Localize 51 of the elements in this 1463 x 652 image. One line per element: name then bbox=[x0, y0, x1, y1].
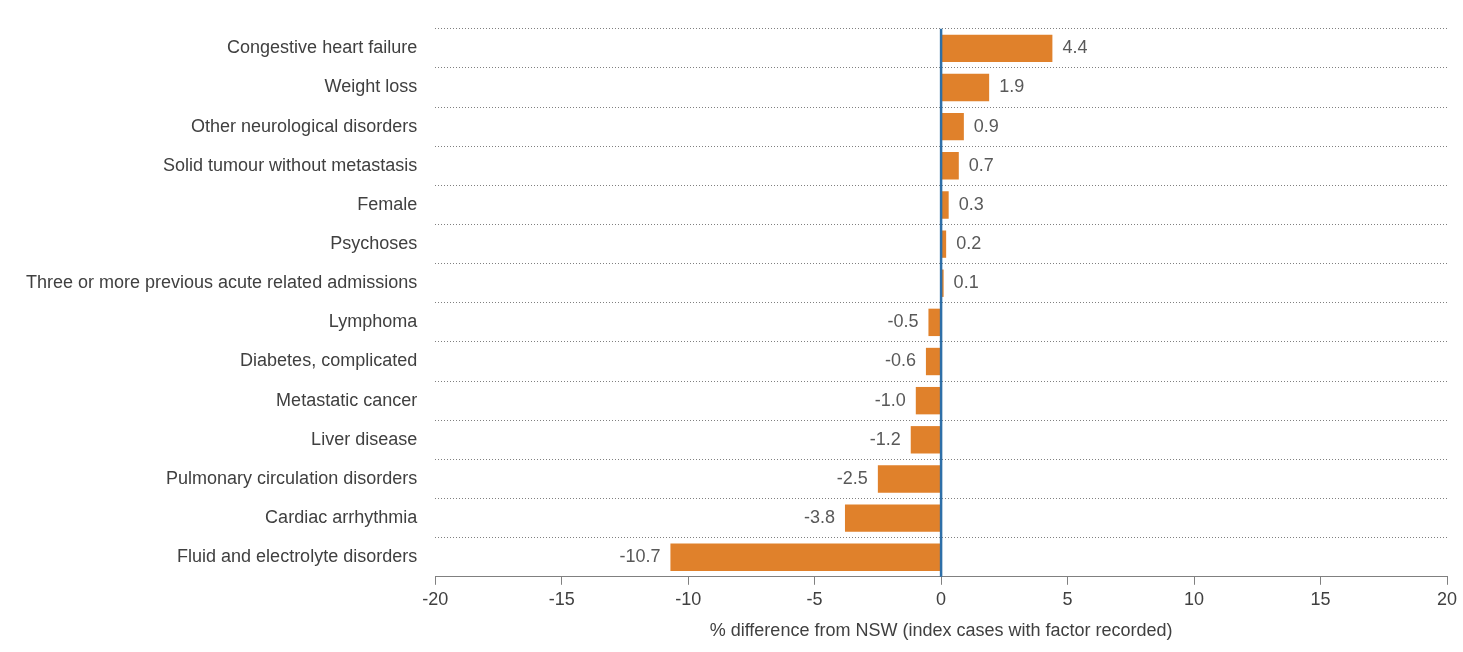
y-tick-label: Lymphoma bbox=[328, 311, 419, 332]
bar bbox=[910, 426, 941, 454]
y-tick-label: Weight loss bbox=[324, 76, 418, 97]
y-tick-label: Congestive heart failure bbox=[227, 37, 418, 58]
bar bbox=[915, 386, 941, 415]
data-label: -0.5 bbox=[887, 311, 919, 332]
bar bbox=[941, 152, 959, 180]
y-tick-label: Fluid and electrolyte disorders bbox=[177, 546, 418, 567]
y-tick-label: Diabetes, complicated bbox=[240, 350, 418, 371]
bar bbox=[941, 191, 949, 219]
x-tick-label: -10 bbox=[675, 588, 702, 609]
bar bbox=[928, 308, 941, 337]
bar bbox=[941, 230, 947, 258]
bar bbox=[925, 347, 941, 376]
data-label: 0.9 bbox=[973, 115, 999, 136]
data-label: 0.3 bbox=[958, 193, 984, 214]
x-tick-label: 10 bbox=[1184, 588, 1205, 609]
data-label: 0.7 bbox=[968, 154, 994, 175]
y-tick-label: Metastatic cancer bbox=[276, 389, 418, 410]
data-label: 1.9 bbox=[999, 76, 1025, 97]
data-label: -1.0 bbox=[874, 389, 906, 410]
data-label: 0.2 bbox=[956, 233, 982, 254]
x-axis-title: % difference from NSW (index cases with factor recorded) bbox=[709, 620, 1173, 641]
y-tick-label: Psychoses bbox=[330, 233, 418, 254]
x-tick-label: 5 bbox=[1062, 588, 1073, 609]
y-tick-label: Pulmonary circulation disorders bbox=[166, 467, 418, 488]
y-tick-label: Three or more previous acute related admissions bbox=[26, 272, 418, 293]
x-tick-label: 0 bbox=[936, 588, 947, 609]
data-label: -2.5 bbox=[836, 467, 868, 488]
y-tick-label: Liver disease bbox=[311, 428, 418, 449]
bar bbox=[941, 112, 964, 141]
bar bbox=[877, 465, 941, 493]
y-tick-label: Solid tumour without metastasis bbox=[163, 154, 418, 175]
x-tick-label: 20 bbox=[1436, 588, 1458, 609]
data-label: -1.2 bbox=[869, 428, 901, 449]
bar bbox=[844, 504, 941, 532]
data-label: -3.8 bbox=[803, 507, 835, 528]
bar bbox=[941, 73, 990, 102]
x-tick-label: -5 bbox=[806, 588, 823, 609]
data-label: -10.7 bbox=[619, 546, 661, 567]
y-tick-label: Other neurological disorders bbox=[191, 115, 418, 136]
data-label: 4.4 bbox=[1062, 37, 1088, 58]
data-label: 0.1 bbox=[953, 272, 979, 293]
y-tick-label: Female bbox=[357, 193, 418, 214]
bar bbox=[941, 34, 1053, 63]
x-tick-label: -15 bbox=[548, 588, 575, 609]
bar bbox=[670, 543, 941, 571]
x-tick-label: 15 bbox=[1310, 588, 1331, 609]
x-tick-label: -20 bbox=[422, 588, 449, 609]
data-label: -0.6 bbox=[884, 350, 916, 371]
y-tick-label: Cardiac arrhythmia bbox=[265, 507, 419, 528]
